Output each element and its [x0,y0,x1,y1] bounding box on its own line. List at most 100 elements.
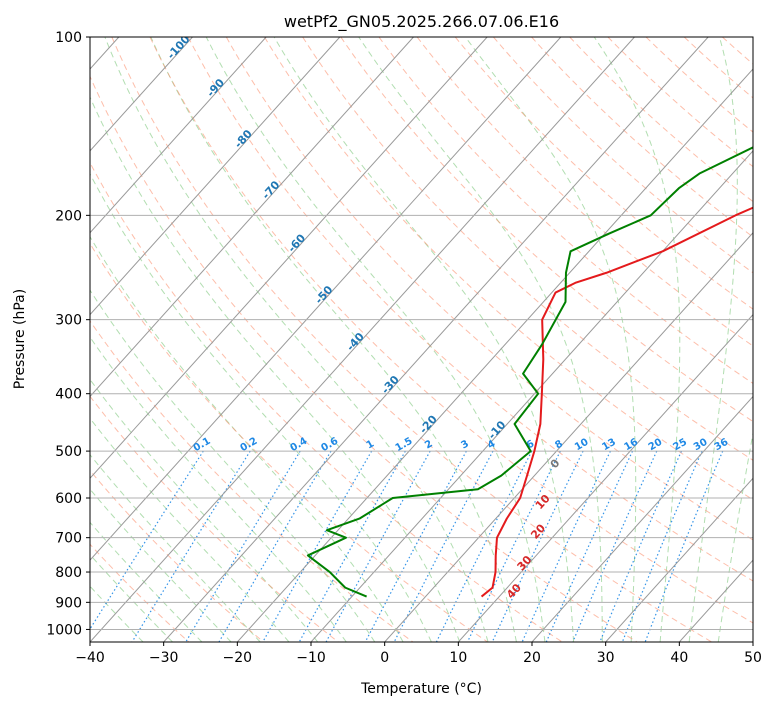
x-tick-label: 0 [380,650,389,666]
mixing-ratio-line-20 [572,450,658,642]
x-tick-label: −20 [223,650,253,666]
mixing-ratio-line-16 [545,450,634,642]
dry-adiabat-line [90,395,339,642]
isotherm-line [605,477,753,642]
dry-adiabat-line [90,469,264,642]
dry-adiabat-line [531,37,753,238]
moist-adiabat-line [90,95,461,642]
mixing-ratio-line-0-4 [185,450,301,642]
mixing-ratio-label-1: 1 [365,438,377,451]
moist-adiabat-line [90,336,347,642]
dry-adiabat-line [90,242,488,642]
x-tick-label: 10 [449,650,467,666]
plot-frame [89,36,754,643]
sounding-profiles [306,146,753,598]
x-tick-label: −30 [149,650,179,666]
moist-adiabat-line [90,289,376,642]
moist-adiabat-line [90,453,261,642]
y-tick-label: 300 [55,313,82,329]
x-axis-ticks: −40 −30 −20 −10 0 10 20 30 40 50 [75,642,762,666]
dry-adiabat-line [90,543,190,642]
isotherm-line [310,150,753,642]
moist-adiabat-line [717,430,753,642]
dry-adiabat-label--40: -40 [344,330,367,354]
moist-adiabat-line [273,37,575,642]
dry-adiabat-line [225,37,753,541]
isotherms [90,37,753,642]
y-tick-label: 500 [55,444,82,460]
isobars [90,37,753,630]
moist-adiabat-line [104,37,489,642]
mixing-ratio-label-8: 8 [553,438,565,451]
y-tick-label: 1000 [46,622,82,638]
isotherm-line [457,313,753,642]
moist-adiabat-line [150,37,517,642]
dry-adiabat-label--90: -90 [204,76,227,100]
isotherm-line [531,395,753,642]
dry-adiabat-line [90,75,638,642]
mixing-ratio-line-13 [521,450,611,642]
moist-adiabat-line [464,37,637,642]
x-tick-label: 20 [523,650,541,666]
dry-adiabat-line [683,37,753,99]
dry-adiabats [90,37,753,642]
moist-adiabat-line [688,37,738,642]
moist-adiabat-label-40: 40 [504,581,524,601]
y-tick-label: 100 [55,30,82,46]
dry-adiabat-label--30: -30 [379,373,402,397]
y-tick-label: 900 [55,595,82,611]
dry-adiabat-line [607,37,753,168]
mixing-ratio-label-4: 4 [486,438,498,451]
isotherm-line [90,37,635,642]
mixing-ratio-label-3: 3 [459,438,471,451]
dry-adiabat-line [90,320,414,642]
dry-adiabat-label--80: -80 [232,127,255,151]
dry-adiabat-label--60: -60 [285,231,308,255]
x-axis-label: Temperature (°C) [360,681,482,697]
mixing-ratio-line-36 [644,450,724,642]
dry-adiabat-line [569,37,753,203]
isotherm-line [90,37,488,480]
mixing-ratio-line-4 [393,450,494,642]
moist-adiabat-line [593,37,681,642]
mixing-ratio-label-2: 2 [423,438,435,451]
x-tick-label: 50 [744,650,762,666]
mixing-ratio-line-0-1 [90,450,204,631]
x-tick-label: −10 [296,650,326,666]
dry-adiabat-line [378,37,753,385]
dry-adiabat-line [416,37,753,347]
dry-adiabat-line [264,37,753,501]
moist-adiabat-line [205,37,546,642]
dry-adiabat-line [340,37,753,423]
y-axis-label: Pressure (hPa) [12,289,28,389]
mixing-ratio-line-0-6 [218,450,332,642]
dry-adiabat-line [111,37,712,642]
dry-adiabat-line [187,37,753,582]
temperature-profile [480,206,753,598]
x-tick-label: 30 [597,650,615,666]
isotherm-line [90,37,267,234]
isotherm-line [236,68,753,642]
y-tick-label: 800 [55,565,82,581]
isotherm-line [752,641,753,642]
mixing-ratio-line-3 [364,450,467,642]
y-axis-ticks: 100 200 300 400 500 600 700 800 900 1000 [46,30,90,638]
y-tick-label: 400 [55,387,82,403]
y-tick-label: 200 [55,208,82,224]
dewpoint-profile [306,146,753,598]
mixing-ratio-line-1 [262,450,373,642]
isotherm-line [90,37,414,398]
mixing-ratio-line-2 [325,450,431,642]
moist-adiabat-line [358,37,603,642]
mixing-ratio-line-25 [599,450,682,642]
chart-title: wetPf2_GN05.2025.266.07.06.E16 [284,12,559,32]
x-tick-label: −40 [75,650,105,666]
moist-adiabat-line [90,417,290,642]
dry-adiabat-line [149,37,753,624]
mixing-ratio-line-8 [466,450,561,642]
isotherm-line [90,37,341,316]
mixing-ratio-line-10 [491,450,584,642]
moist-adiabat-line [90,235,404,642]
y-tick-label: 700 [55,531,82,547]
